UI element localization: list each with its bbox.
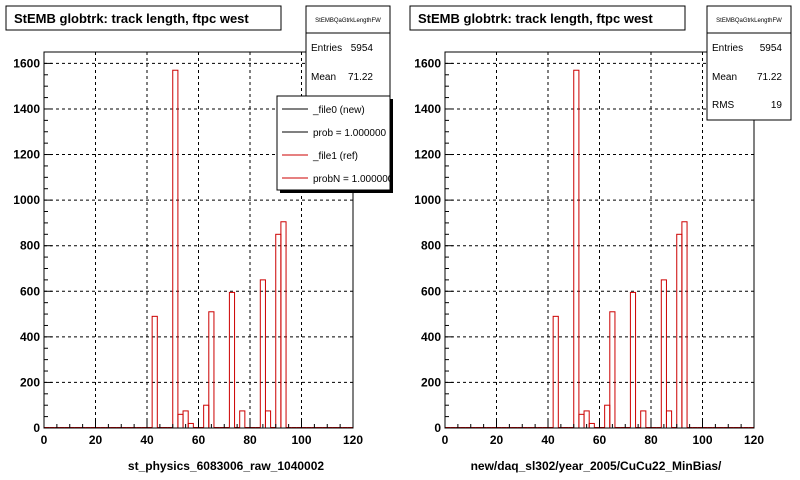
histogram-bin — [280, 221, 287, 429]
title-box — [5, 5, 282, 31]
legend-box — [276, 95, 391, 191]
y-tick-label: 1200 — [414, 148, 441, 162]
y-tick-label: 200 — [20, 375, 40, 389]
stats-label: Entries — [712, 43, 743, 54]
stats-value: 19 — [771, 100, 783, 111]
histogram-bin — [552, 315, 559, 429]
stats-box: StEMBQaGtrkLengthFW Entries 5954 Mean 71… — [305, 5, 391, 97]
histogram-bin — [578, 413, 585, 429]
histogram-bin — [228, 291, 236, 429]
legend-entry: prob = 1.000000 — [282, 128, 387, 139]
histogram-bin — [629, 291, 637, 429]
legend-entry: probN = 1.000000 — [282, 174, 394, 185]
histogram-bin — [573, 69, 580, 429]
y-tick-label: 1000 — [13, 193, 40, 207]
x-tick-label: 20 — [89, 433, 103, 447]
stats-label: Entries — [311, 43, 342, 54]
panel-left: StEMB globtrk: track length, ftpc west 0… — [5, 5, 394, 473]
y-tick-label: 600 — [421, 284, 441, 298]
stats-value: 71.22 — [348, 72, 373, 83]
x-axis-label: new/daq_sl302/year_2005/CuCu22_MinBias/ — [471, 459, 722, 473]
x-tick-label: 40 — [140, 433, 154, 447]
stats-name: StEMBQaGtrkLengthFW — [716, 18, 782, 24]
x-tick-label: 80 — [243, 433, 257, 447]
stats-frame — [706, 5, 792, 121]
histogram-bin — [660, 279, 667, 429]
y-tick-label: 600 — [20, 284, 40, 298]
histogram-bin — [177, 413, 184, 429]
x-tick-label: 60 — [593, 433, 607, 447]
y-tick-label: 1600 — [414, 56, 441, 70]
legend-label: _file0 (new) — [312, 105, 365, 116]
histogram — [445, 69, 754, 429]
x-tick-label: 20 — [490, 433, 504, 447]
histogram-bin — [665, 410, 673, 429]
legend-label: probN = 1.000000 — [313, 174, 394, 185]
histogram-bin — [676, 233, 683, 429]
stats-label: RMS — [712, 100, 735, 111]
panel-right: StEMB globtrk: track length, ftpc west 0… — [409, 5, 792, 473]
x-tick-label: 0 — [442, 433, 449, 447]
y-tick-label: 1600 — [13, 56, 40, 70]
histogram-bin — [275, 233, 282, 429]
y-tick-label: 200 — [421, 375, 441, 389]
x-axis-label: st_physics_6083006_raw_1040002 — [128, 459, 324, 473]
title-box — [409, 5, 686, 31]
legend-entry: _file0 (new) — [282, 105, 365, 116]
x-tick-label: 60 — [192, 433, 206, 447]
y-tick-label: 400 — [20, 330, 40, 344]
histogram-bin — [187, 422, 194, 429]
histogram-bin — [609, 311, 616, 429]
x-tick-label: 100 — [692, 433, 712, 447]
histogram-bin — [203, 404, 210, 429]
stats-name: StEMBQaGtrkLengthFW — [315, 18, 381, 24]
legend-label: prob = 1.000000 — [313, 128, 387, 139]
axis-ticks: 0 200 400 600 800 1000 1200 1400 1600 0 20 40 60 80 10… — [13, 51, 363, 447]
stats-frame — [305, 5, 391, 97]
x-tick-label: 120 — [744, 433, 764, 447]
grid — [445, 52, 754, 428]
y-tick-label: 0 — [434, 421, 441, 435]
y-tick-label: 1000 — [414, 193, 441, 207]
x-tick-label: 0 — [41, 433, 48, 447]
legend-entry: _file1 (ref) — [282, 151, 358, 162]
x-tick-label: 120 — [343, 433, 363, 447]
x-tick-label: 40 — [541, 433, 555, 447]
stats-label: Mean — [311, 72, 336, 83]
histogram-bin — [239, 410, 246, 429]
stats-box: StEMBQaGtrkLengthFW Entries 5954 Mean 71… — [706, 5, 792, 121]
stats-value: 5954 — [351, 43, 374, 54]
axis-ticks: 0 200 400 600 800 1000 1200 1400 1600 0 20 40 60 80 10… — [414, 51, 764, 447]
histogram-bin — [172, 69, 179, 429]
y-tick-label: 1400 — [414, 102, 441, 116]
x-tick-label: 100 — [291, 433, 311, 447]
legend-label: _file1 (ref) — [312, 151, 358, 162]
histogram-bin — [604, 404, 611, 429]
chart-title: StEMB globtrk: track length, ftpc west — [418, 11, 653, 26]
y-tick-label: 1200 — [13, 148, 40, 162]
histogram-bin — [681, 221, 688, 429]
histogram-bin — [640, 410, 647, 429]
y-tick-label: 800 — [20, 239, 40, 253]
histogram-bin — [588, 422, 595, 429]
histogram-bin — [208, 311, 215, 429]
y-tick-label: 1400 — [13, 102, 40, 116]
legend: _file0 (new) prob = 1.000000 _file1 (ref… — [276, 95, 394, 193]
stats-value: 71.22 — [757, 72, 782, 83]
histogram-bin — [259, 279, 266, 429]
y-tick-label: 400 — [421, 330, 441, 344]
chart-title: StEMB globtrk: track length, ftpc west — [14, 11, 249, 26]
histogram-bin — [264, 410, 272, 429]
stats-label: Mean — [712, 72, 737, 83]
x-tick-label: 80 — [644, 433, 658, 447]
stats-value: 5954 — [760, 43, 783, 54]
y-tick-label: 0 — [33, 421, 40, 435]
y-tick-label: 800 — [421, 239, 441, 253]
histogram-bin — [151, 315, 158, 429]
